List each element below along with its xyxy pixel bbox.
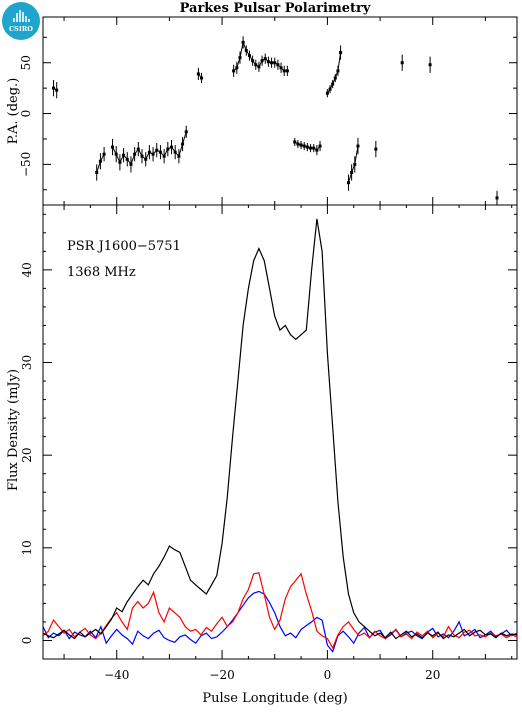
pa-connector (351, 164, 356, 173)
pa-connector (152, 149, 158, 155)
pa-plot-frame (42, 16, 518, 206)
circular-polarization-line (42, 590, 518, 653)
pa-connector (255, 64, 260, 68)
pa-point (374, 147, 378, 151)
pa-connector (197, 73, 202, 79)
pa-connector (182, 131, 187, 145)
flux-y-tick-label: 20 (20, 448, 34, 463)
pa-connector (126, 158, 132, 165)
flux-density-panel: −40 −20 0 20 0 10 20 30 40 (20, 204, 518, 682)
frequency-label: 1368 MHz (67, 265, 136, 280)
pa-connector (313, 147, 318, 151)
flux-x-tick-label: 0 (324, 668, 332, 682)
csiro-logo-text: CSIRO (9, 25, 33, 33)
pa-connector (156, 149, 161, 153)
pa-connector (307, 146, 311, 149)
pa-connector (249, 55, 254, 61)
pa-connector (245, 50, 250, 56)
pa-y-tick-label: 0 (19, 110, 33, 118)
csiro-logo: CSIRO (2, 2, 40, 40)
pa-connector (149, 151, 154, 155)
flux-plot-frame (42, 204, 518, 660)
pa-connector (252, 60, 257, 66)
pa-connector (163, 148, 169, 157)
pa-y-tick-label: −50 (19, 152, 33, 177)
pa-connector (160, 151, 165, 157)
pa-connector (96, 161, 101, 173)
pa-connector (274, 62, 279, 66)
pa-connector (354, 145, 359, 165)
flux-axis-label: Flux Density (mJy) (6, 369, 21, 491)
pa-connector (316, 145, 321, 151)
pa-connector (130, 154, 136, 165)
pa-connector (119, 154, 125, 163)
pa-connector (171, 146, 176, 153)
pa-connector (134, 148, 139, 155)
pa-connector (297, 143, 302, 146)
pa-axis-label: P.A. (deg.) (6, 78, 21, 145)
pa-connector (233, 67, 238, 72)
pa-connector (239, 42, 244, 58)
pa-connector (280, 67, 285, 72)
chart-title: Parkes Pulsar Polarimetry (180, 1, 371, 16)
pa-connector (99, 153, 105, 162)
pa-connector (277, 64, 282, 69)
position-angle-panel: −50 0 50 (19, 16, 518, 206)
pa-point (428, 63, 432, 67)
pa-connector (145, 151, 150, 160)
pa-y-tick-label: 50 (19, 55, 33, 70)
pa-connector (294, 141, 299, 145)
pa-connector (137, 148, 143, 157)
pa-connector (242, 42, 247, 51)
pa-connector (174, 151, 180, 157)
pa-connector (304, 145, 308, 148)
pa-connector (329, 83, 334, 90)
pa-connector (337, 52, 342, 71)
pa-connector (236, 57, 241, 68)
pulsar-name-label: PSR J1600−5751 (67, 239, 181, 254)
pa-connector (123, 154, 128, 160)
pa-connector (326, 88, 331, 94)
flux-x-tick-label: −20 (209, 668, 234, 682)
total-intensity-line (42, 218, 518, 640)
pa-connector (141, 155, 147, 160)
flux-x-tick-label: −40 (104, 668, 129, 682)
pa-connector (112, 146, 117, 155)
flux-y-tick-label: 10 (20, 540, 34, 555)
pa-connector (264, 58, 269, 63)
pa-connector (167, 146, 172, 150)
pa-connector (334, 70, 339, 79)
pa-point (495, 196, 499, 200)
pa-point (400, 61, 404, 65)
pa-connector (258, 60, 263, 68)
longitude-axis-label: Pulse Longitude (deg) (202, 691, 347, 706)
pa-connector (115, 153, 121, 163)
flux-y-tick-label: 0 (20, 637, 34, 645)
pa-connector (178, 143, 184, 157)
pa-connector (268, 61, 272, 64)
flux-x-tick-label: 20 (425, 668, 440, 682)
pa-connector (300, 144, 305, 147)
flux-y-tick-label: 40 (20, 262, 34, 277)
flux-y-tick-label: 30 (20, 355, 34, 370)
pa-connector (332, 77, 336, 85)
linear-polarization-line (42, 572, 518, 650)
pa-connector (347, 172, 353, 183)
pa-connector (53, 87, 57, 91)
pa-connector (261, 58, 266, 62)
